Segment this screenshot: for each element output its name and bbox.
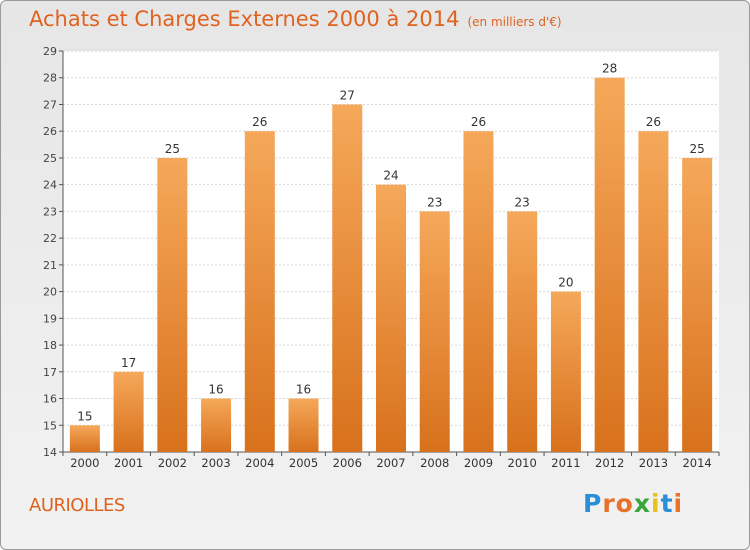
y-tick-label: 23 [43,205,57,218]
logo-letter: x [633,489,651,518]
y-tick-label: 26 [43,125,57,138]
bar [638,131,669,452]
y-tick-label: 25 [43,152,57,165]
bar-value-label: 26 [471,115,486,129]
x-tick-label: 2011 [551,456,580,470]
bar [201,398,232,452]
y-tick-label: 14 [43,446,57,459]
y-tick-label: 24 [43,179,57,192]
y-tick-label: 29 [43,45,57,58]
x-tick-label: 2005 [289,456,318,470]
bar-value-label: 24 [383,169,398,183]
x-tick-label: 2014 [682,456,711,470]
bar-value-label: 17 [121,356,136,370]
bar-value-label: 26 [646,115,661,129]
bar-value-label: 25 [689,142,704,156]
x-tick-label: 2006 [333,456,362,470]
bar [682,157,713,452]
bar [69,425,100,452]
logo-letter: r [602,489,616,518]
x-tick-label: 2004 [245,456,274,470]
bar [550,291,581,452]
x-tick-label: 2010 [508,456,537,470]
x-tick-label: 2000 [70,456,99,470]
bar [463,131,494,452]
logo-letter: i [651,489,661,518]
x-tick-label: 2012 [595,456,624,470]
y-tick-label: 19 [43,312,57,325]
bar [419,211,450,452]
bar-value-label: 26 [252,115,267,129]
bar-value-label: 16 [296,383,311,397]
y-tick-label: 15 [43,419,57,432]
bar-value-label: 15 [77,409,92,423]
x-tick-label: 2001 [114,456,143,470]
bar-value-label: 23 [427,195,442,209]
y-tick-label: 17 [43,366,57,379]
chart-title-text: Achats et Charges Externes 2000 à 2014 [29,7,460,31]
bar [157,157,188,452]
y-tick-label: 16 [43,393,57,406]
x-tick-label: 2007 [376,456,405,470]
y-tick-label: 27 [43,98,57,111]
bar-value-label: 27 [340,88,355,102]
chart-unit-label: (en milliers d'€) [467,15,562,29]
bar-value-label: 25 [165,142,180,156]
logo-letter: i [673,489,684,518]
x-tick-label: 2009 [464,456,493,470]
bar [244,131,275,452]
bar [288,398,319,452]
y-tick-label: 20 [43,286,57,299]
y-tick-label: 21 [43,259,57,272]
bar [376,184,406,452]
x-tick-label: 2013 [639,456,668,470]
bar-value-label: 20 [558,276,573,290]
bar [594,77,625,452]
x-tick-label: 2002 [158,456,187,470]
bar [507,211,538,452]
y-tick-label: 28 [43,72,57,85]
logo-letter: P [583,489,603,518]
bar [113,371,144,452]
chart-title: Achats et Charges Externes 2000 à 2014 (e… [29,7,562,31]
bar-value-label: 23 [515,195,530,209]
y-tick-label: 18 [43,339,57,352]
x-tick-label: 2003 [201,456,230,470]
x-tick-label: 2008 [420,456,449,470]
proxiti-logo: Proxiti [583,489,683,518]
y-tick-label: 22 [43,232,57,245]
logo-letter: t [660,489,674,518]
logo-letter: o [615,489,634,518]
bar-value-label: 28 [602,62,617,76]
bar-value-label: 16 [208,383,223,397]
bar [332,104,363,452]
commune-name: AURIOLLES [29,495,125,516]
